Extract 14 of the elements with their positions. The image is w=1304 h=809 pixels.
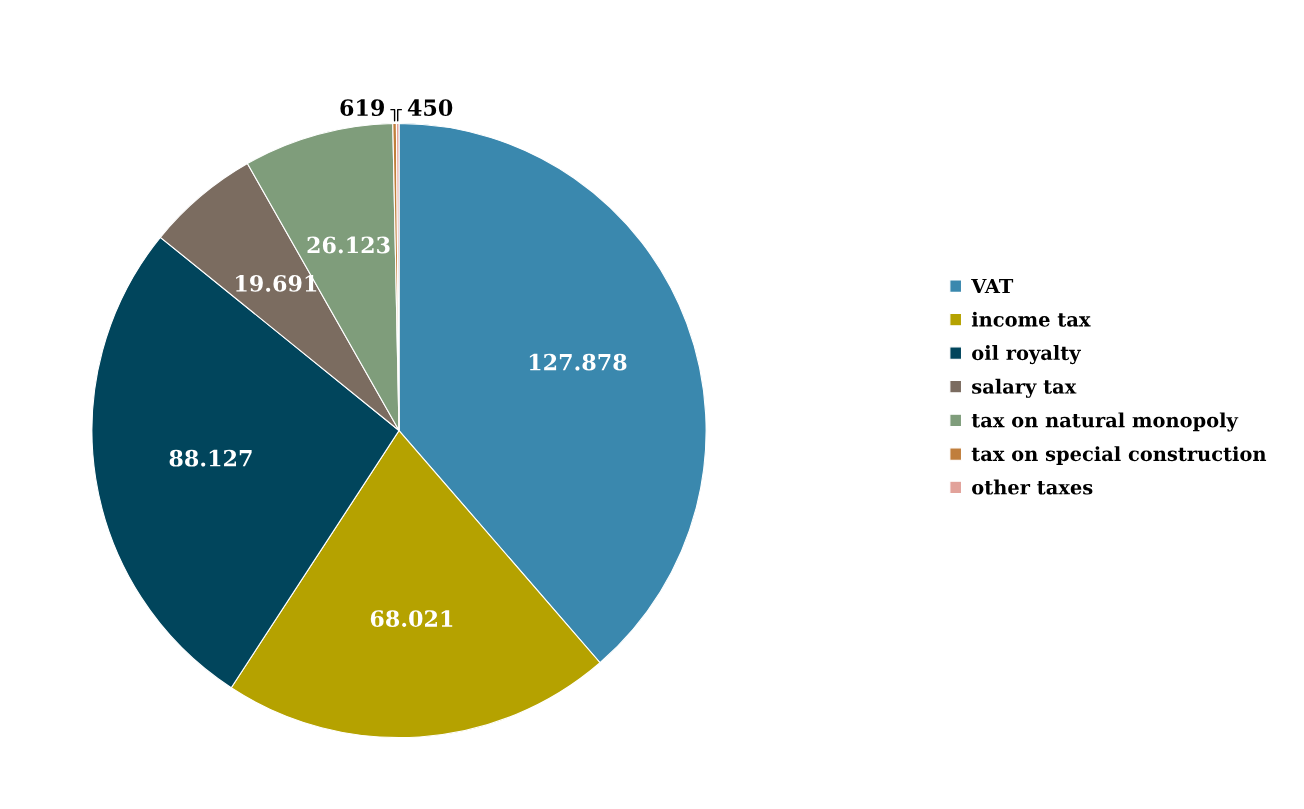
- legend-label: VAT: [971, 278, 1014, 294]
- legend-label: salary tax: [972, 378, 1077, 398]
- data-label: 127.878: [529, 353, 627, 371]
- data-label: 26.123: [307, 236, 390, 254]
- legend-label: other taxes: [972, 479, 1093, 495]
- data-label: 19.691: [236, 274, 317, 292]
- legend-label: tax on natural monopoly: [971, 412, 1239, 432]
- legend-label: oil royalty: [972, 345, 1081, 365]
- data-label: 450: [407, 99, 453, 117]
- data-label: 619: [340, 99, 384, 117]
- legend-label: tax on special construction: [971, 446, 1267, 465]
- data-label: 68.021: [370, 610, 453, 627]
- data-label: 88.127: [169, 449, 252, 467]
- legend-label: income tax: [971, 311, 1091, 327]
